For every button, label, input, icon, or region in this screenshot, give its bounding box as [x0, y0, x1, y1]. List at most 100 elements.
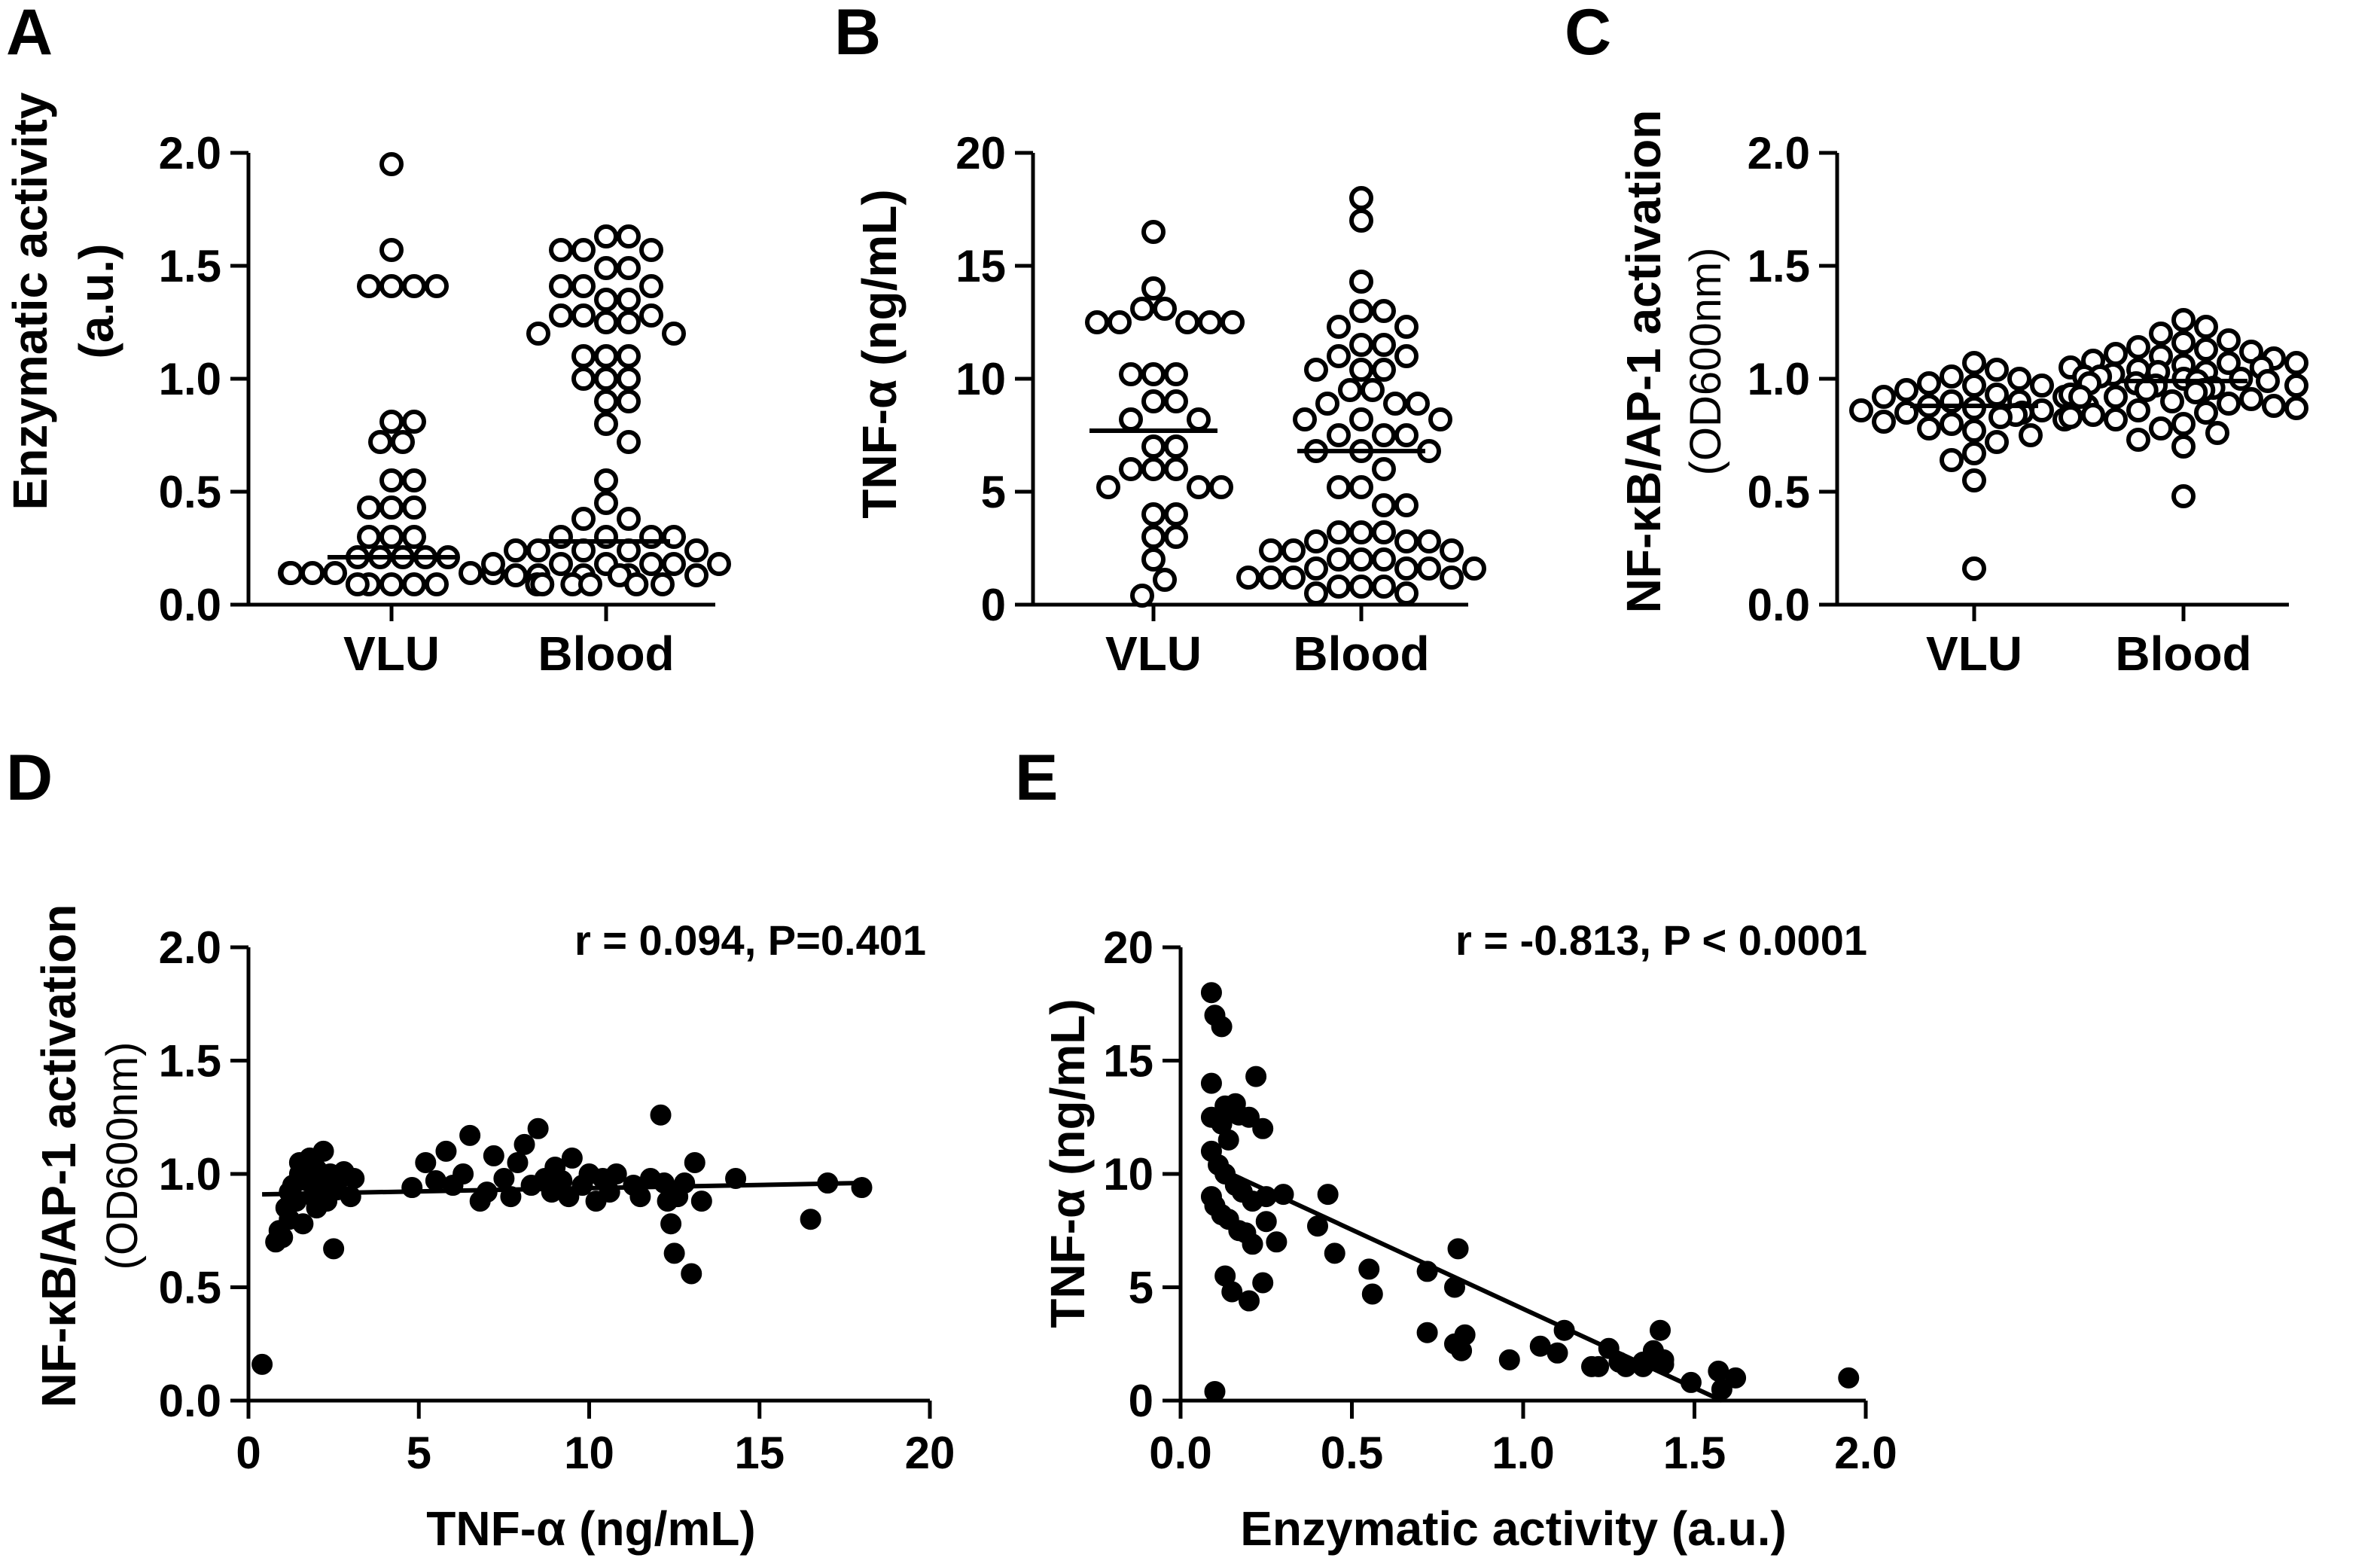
- correlation-annotation-e: r = -0.813, P < 0.0001: [1455, 916, 1867, 964]
- data-point-vlu: [382, 498, 401, 517]
- data-point-blood: [1442, 541, 1461, 560]
- data-point-vlu: [382, 240, 401, 260]
- y-tick-label-d: 0.0: [159, 1376, 221, 1426]
- data-point-blood: [2174, 414, 2193, 434]
- data-point-vlu: [325, 563, 345, 583]
- data-point-blood: [1329, 346, 1348, 366]
- data-points-e: [1202, 983, 1858, 1401]
- data-point-blood: [1261, 541, 1281, 560]
- y-tick-label-e: 15: [1103, 1036, 1153, 1087]
- data-point-blood: [619, 509, 638, 529]
- data-point-vlu: [382, 471, 401, 490]
- data-point: [1325, 1243, 1345, 1263]
- data-point-blood: [506, 541, 526, 560]
- y-tick-label-b: 20: [955, 128, 1006, 178]
- y-tick-label-b: 15: [955, 241, 1006, 291]
- data-point-vlu: [359, 276, 379, 296]
- data-point-blood: [2129, 430, 2148, 450]
- data-point: [402, 1178, 422, 1197]
- x-tick-label-e: 0.5: [1321, 1428, 1383, 1478]
- data-point-vlu: [1155, 570, 1175, 590]
- data-point-vlu: [1178, 312, 1197, 332]
- data-point-blood: [2106, 344, 2126, 364]
- data-point: [453, 1164, 473, 1184]
- data-point-vlu: [1144, 222, 1163, 242]
- data-point-blood: [2196, 403, 2216, 422]
- data-point-vlu: [1987, 432, 2007, 452]
- data-point: [1212, 1017, 1232, 1036]
- y-tick-label-b: 10: [955, 354, 1006, 404]
- y-tick-label-e: 5: [1129, 1263, 1153, 1313]
- data-point-blood: [641, 276, 661, 296]
- y-tick-label-a: 0.0: [159, 580, 221, 630]
- data-point-blood: [596, 346, 616, 366]
- data-point: [416, 1153, 435, 1172]
- data-point-blood: [1352, 477, 1371, 497]
- data-point-blood: [596, 290, 616, 309]
- data-point-blood: [2129, 337, 2148, 357]
- panel-letter-d: D: [6, 742, 53, 814]
- y-tick-label-e: 0: [1129, 1376, 1153, 1426]
- regression-line: [1211, 1165, 1722, 1401]
- data-point-blood: [619, 369, 638, 389]
- y-tick-label-d: 1.5: [159, 1036, 221, 1087]
- data-point: [685, 1153, 705, 1172]
- data-point: [1239, 1291, 1259, 1311]
- data-point-blood: [619, 392, 638, 411]
- y-axis-title-b: TNF-α (ng/mL): [852, 189, 907, 518]
- data-point-blood: [641, 554, 661, 574]
- data-point-blood: [574, 369, 593, 389]
- data-point: [314, 1142, 334, 1161]
- data-point-vlu: [1144, 437, 1163, 456]
- data-point: [1589, 1357, 1608, 1377]
- data-point-blood: [529, 324, 548, 343]
- data-point-blood: [2287, 398, 2306, 418]
- y-tick-label-c: 2.0: [1748, 128, 1810, 178]
- data-point-blood: [551, 276, 571, 296]
- y-tick-label-c: 1.5: [1748, 241, 1810, 291]
- data-point-blood: [1374, 425, 1394, 445]
- data-point-vlu: [1919, 419, 1939, 438]
- data-point-vlu: [404, 412, 424, 431]
- data-point-vlu: [1987, 385, 2007, 404]
- y-tick-label-a: 1.5: [159, 241, 221, 291]
- y-tick-label-e: 20: [1103, 922, 1153, 973]
- data-point-vlu: [1964, 376, 1984, 395]
- data-point-blood: [596, 369, 616, 389]
- data-point-blood: [1397, 346, 1416, 366]
- y-axis-title-c: NF-κB/AP-1 activation: [1617, 110, 1671, 614]
- data-point: [852, 1178, 872, 1197]
- data-point-vlu: [1132, 299, 1152, 319]
- data-point-vlu: [1874, 412, 1894, 431]
- data-point-blood: [2196, 340, 2216, 359]
- data-point: [1257, 1212, 1276, 1231]
- data-point-blood: [2174, 333, 2193, 352]
- data-point-blood: [1306, 559, 1326, 578]
- data-point-blood: [1397, 559, 1416, 578]
- data-point-blood: [1397, 584, 1416, 603]
- data-point-blood: [1352, 410, 1371, 429]
- data-point-vlu: [1121, 364, 1141, 384]
- data-point-blood: [551, 554, 571, 574]
- data-point-blood: [574, 306, 593, 325]
- x-tick-label-d: 15: [734, 1428, 785, 1478]
- data-point-blood: [626, 575, 646, 594]
- data-point-vlu: [2010, 369, 2029, 389]
- data-point: [324, 1239, 343, 1258]
- data-point-blood: [1363, 380, 1382, 400]
- y-tick-label-d: 2.0: [159, 922, 221, 973]
- data-point: [600, 1182, 620, 1202]
- data-point-vlu: [1144, 550, 1163, 569]
- data-point-blood: [2287, 353, 2306, 373]
- data-point-blood: [619, 258, 638, 278]
- x-tick-label-e: 1.0: [1492, 1428, 1554, 1478]
- data-point-blood: [1464, 559, 1484, 578]
- y-tick-label-c: 1.0: [1748, 354, 1810, 404]
- data-point: [1363, 1285, 1382, 1304]
- x-tick-label-d: 10: [564, 1428, 614, 1478]
- y-tick-label-a: 1.0: [159, 354, 221, 404]
- data-point-vlu: [1144, 459, 1163, 479]
- data-point-vlu: [1942, 450, 1961, 470]
- panel-d: D NF-κB/AP-1 activation (OD600nm) 0.00.5…: [6, 742, 955, 1556]
- data-point-blood: [1374, 301, 1394, 321]
